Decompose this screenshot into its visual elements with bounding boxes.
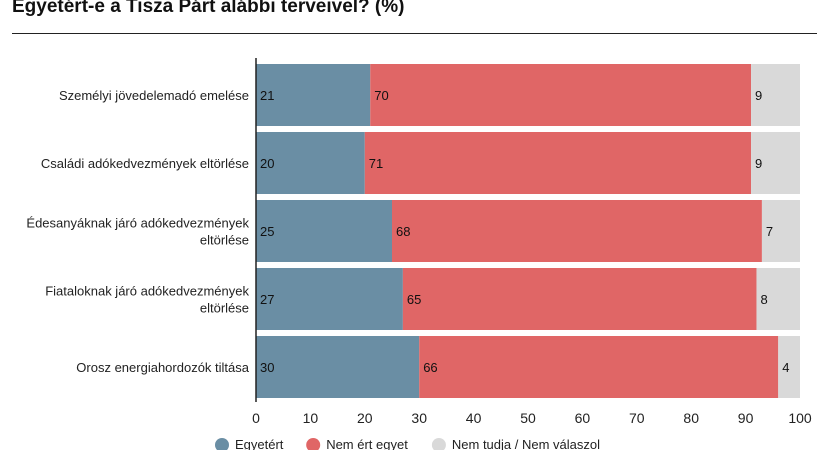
data-label: 68 [396,224,410,239]
bar-segment [751,64,800,126]
legend-swatch [306,438,321,450]
x-tick-label: 10 [303,410,319,426]
bar-segment [402,268,757,330]
category-label: Orosz energiahordozók tiltása [76,360,249,375]
data-label: 70 [374,88,388,103]
x-tick-label: 90 [738,410,754,426]
chart-title: Egyetért-e a Tisza Párt alábbi terveivel… [12,0,405,17]
x-tick-label: 40 [466,410,482,426]
category-label: Személyi jövedelemadó emelése [59,88,249,103]
data-label: 9 [755,88,762,103]
category-label: eltörlése [200,301,249,316]
legend-label: Nem ért egyet [326,437,408,450]
bar-segment [751,132,800,194]
legend-label: Nem tudja / Nem válaszol [452,437,600,450]
category-label: Családi adókedvezmények eltörlése [41,156,249,171]
category-label: eltörlése [200,233,249,248]
bar-segment [256,268,403,330]
bar-segment [761,200,800,262]
bar-segment [419,336,779,398]
data-label: 27 [260,292,274,307]
x-tick-label: 20 [357,410,373,426]
legend-swatch [431,438,446,450]
x-tick-label: 60 [575,410,591,426]
bar-segment [756,268,800,330]
x-tick-label: 0 [252,410,260,426]
legend-label: Egyetért [235,437,284,450]
x-tick-label: 100 [788,410,812,426]
data-label: 25 [260,224,274,239]
bar-segment [256,336,420,398]
data-label: 9 [755,156,762,171]
data-label: 30 [260,360,274,375]
title-divider [12,33,817,34]
category-label: Édesanyáknak járó adókedvezmények [26,216,249,231]
data-label: 71 [369,156,383,171]
bar-segment [256,64,371,126]
bar-segment [256,132,365,194]
bar-segment [778,336,800,398]
category-label: Fiataloknak járó adókedvezmények [45,284,249,299]
bar-segment [256,200,392,262]
data-label: 66 [423,360,437,375]
bar-segment [370,64,752,126]
bar-segment [392,200,762,262]
x-tick-label: 80 [683,410,699,426]
data-label: 21 [260,88,274,103]
data-label: 65 [407,292,421,307]
bar-segment [364,132,752,194]
data-label: 7 [766,224,773,239]
legend-swatch [215,438,229,450]
data-label: 4 [782,360,789,375]
x-tick-label: 50 [520,410,536,426]
x-tick-label: 70 [629,410,645,426]
data-label: 8 [760,292,767,307]
x-tick-label: 30 [411,410,427,426]
data-label: 20 [260,156,274,171]
